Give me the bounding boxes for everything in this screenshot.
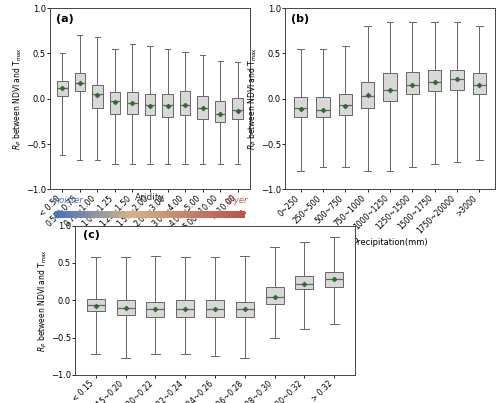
PathPatch shape	[361, 83, 374, 108]
PathPatch shape	[450, 70, 464, 90]
PathPatch shape	[384, 73, 396, 100]
Text: (b): (b)	[292, 13, 310, 23]
X-axis label: Precipitation(mm): Precipitation(mm)	[352, 238, 428, 247]
PathPatch shape	[232, 98, 243, 119]
PathPatch shape	[180, 91, 190, 115]
Y-axis label: $R_P$ between NDVI and T$_{\mathrm{max}}$: $R_P$ between NDVI and T$_{\mathrm{max}}…	[37, 249, 50, 352]
PathPatch shape	[57, 81, 68, 96]
Y-axis label: $R_P$ between NDVI and T$_{\mathrm{max}}$: $R_P$ between NDVI and T$_{\mathrm{max}}…	[12, 47, 24, 150]
PathPatch shape	[472, 73, 486, 94]
PathPatch shape	[127, 92, 138, 114]
PathPatch shape	[236, 302, 254, 317]
PathPatch shape	[198, 96, 208, 119]
PathPatch shape	[215, 100, 226, 123]
PathPatch shape	[266, 287, 283, 304]
PathPatch shape	[296, 276, 314, 289]
PathPatch shape	[162, 94, 173, 117]
PathPatch shape	[110, 92, 120, 114]
PathPatch shape	[146, 302, 164, 317]
PathPatch shape	[325, 272, 343, 287]
PathPatch shape	[116, 300, 134, 315]
PathPatch shape	[87, 299, 105, 312]
Text: (a): (a)	[56, 13, 74, 23]
PathPatch shape	[144, 94, 156, 115]
Y-axis label: $R_P$ between NDVI and T$_{\mathrm{max}}$: $R_P$ between NDVI and T$_{\mathrm{max}}…	[247, 47, 260, 150]
PathPatch shape	[428, 70, 442, 91]
PathPatch shape	[74, 73, 85, 91]
PathPatch shape	[338, 94, 352, 115]
PathPatch shape	[406, 72, 419, 94]
Text: dryer: dryer	[226, 196, 248, 205]
PathPatch shape	[92, 85, 102, 108]
PathPatch shape	[316, 97, 330, 117]
PathPatch shape	[294, 97, 308, 117]
Text: moister: moister	[52, 196, 84, 205]
PathPatch shape	[206, 300, 224, 317]
PathPatch shape	[176, 300, 194, 317]
Text: Aridity: Aridity	[135, 193, 165, 202]
Text: (c): (c)	[84, 230, 100, 240]
